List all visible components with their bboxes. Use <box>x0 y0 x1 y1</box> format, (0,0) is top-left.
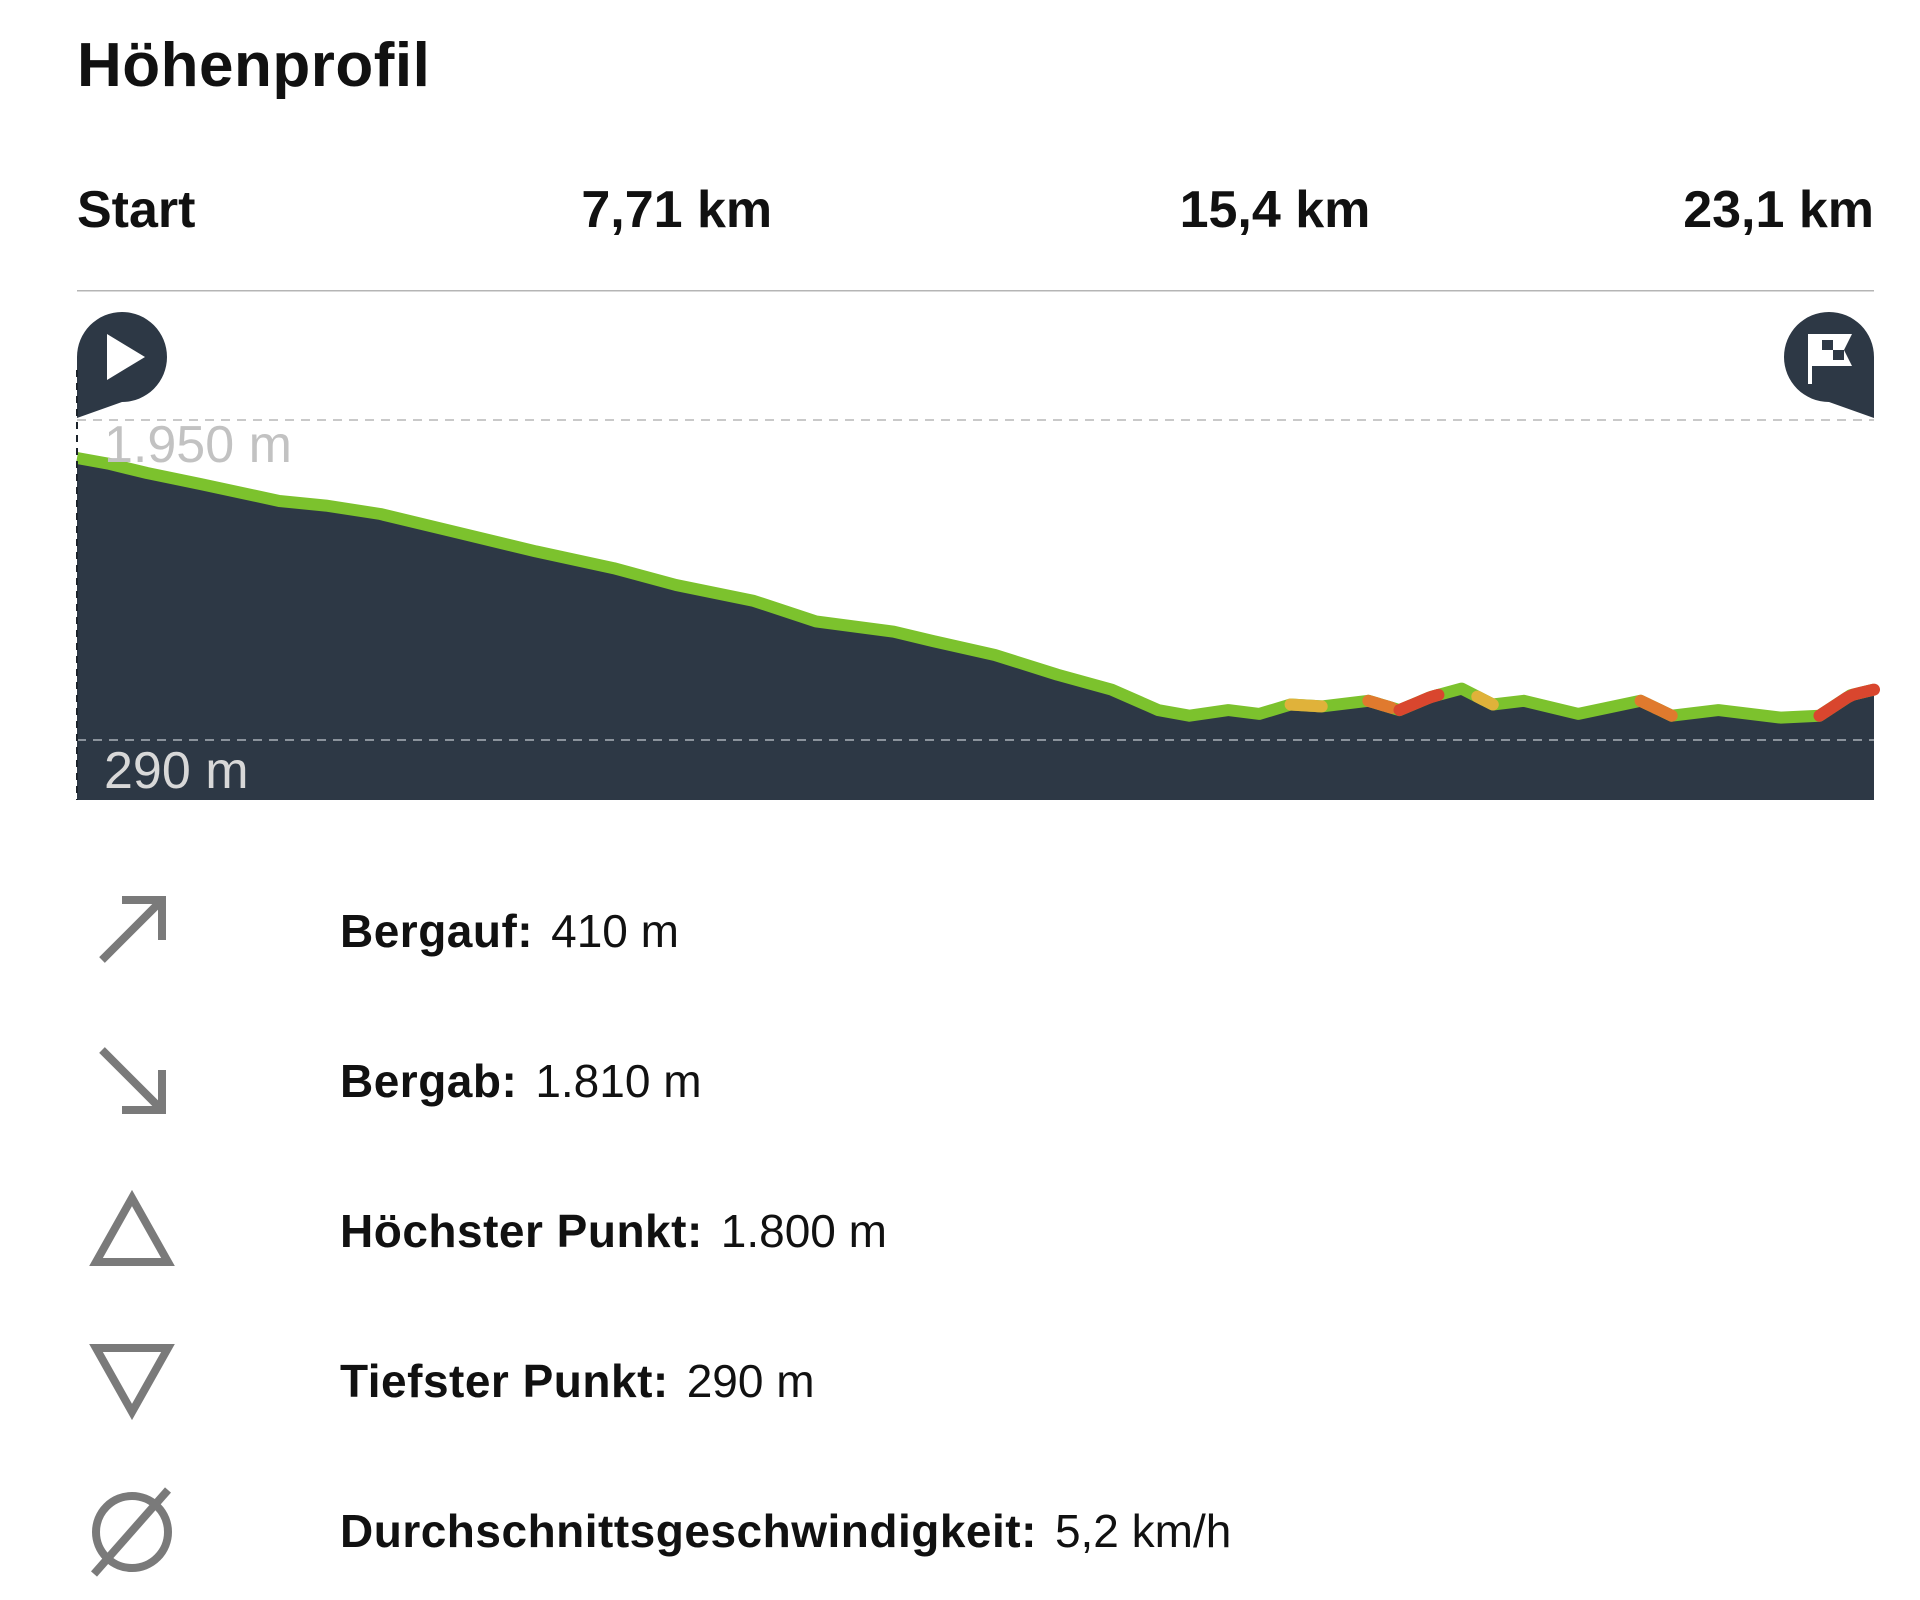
reference-label-min: 290 m <box>104 742 249 800</box>
flag-icon <box>1808 334 1852 384</box>
x-tick-label-1: 7,71 km <box>581 181 773 239</box>
elevation-line <box>75 452 1876 724</box>
elevation-profile-chart: 1.950 m 290 m <box>75 290 1880 800</box>
finish-marker[interactable] <box>1784 312 1874 418</box>
stat-row-avg-speed: Durchschnittsgeschwindigkeit: 5,2 km/h <box>0 1480 1920 1600</box>
steep-segment <box>1471 690 1499 711</box>
start-marker[interactable] <box>77 312 167 418</box>
steep-segment <box>1362 694 1398 714</box>
stat-value-avg-speed: 5,2 km/h <box>1054 1505 1232 1557</box>
arrow-down-right-icon <box>99 1047 166 1114</box>
stat-row-lowest: Tiefster Punkt: 290 m <box>0 1330 1920 1450</box>
triangle-up-icon <box>89 1189 175 1266</box>
stat-label-highest: Höchster Punkt: <box>340 1205 703 1257</box>
stat-value-lowest: 290 m <box>686 1355 815 1407</box>
stat-row-ascent: Bergauf: 410 m <box>0 880 1920 1000</box>
stat-row-descent: Bergab: 1.810 m <box>0 1030 1920 1150</box>
stat-label-ascent: Bergauf: <box>340 905 534 957</box>
x-tick-label-start: Start <box>77 181 196 239</box>
stat-label-avg-speed: Durchschnittsgeschwindigkeit: <box>340 1505 1037 1557</box>
stat-value-descent: 1.810 m <box>535 1055 702 1107</box>
stat-value-highest: 1.800 m <box>720 1205 887 1257</box>
steep-segments <box>1284 683 1880 722</box>
reference-label-max: 1.950 m <box>104 416 292 474</box>
steep-segment <box>1813 683 1880 722</box>
average-speed-icon <box>90 1487 172 1577</box>
stat-label-lowest: Tiefster Punkt: <box>340 1355 669 1407</box>
elevation-area <box>77 458 1874 800</box>
distance-axis: Start 7,71 km 15,4 km 23,1 km <box>0 180 1920 290</box>
stat-label-descent: Bergab: <box>340 1055 518 1107</box>
steep-segment <box>1284 698 1328 713</box>
play-icon <box>107 334 145 380</box>
steep-segment <box>1634 694 1678 722</box>
stat-row-highest: Höchster Punkt: 1.800 m <box>0 1180 1920 1300</box>
steep-segment <box>1393 688 1445 717</box>
x-tick-label-2: 15,4 km <box>1179 181 1371 239</box>
arrow-up-right-icon <box>99 896 166 963</box>
page-title: Höhenprofil <box>77 31 431 100</box>
triangle-down-icon <box>89 1344 175 1421</box>
stat-value-ascent: 410 m <box>551 905 679 957</box>
x-tick-label-end: 23,1 km <box>1683 181 1874 239</box>
